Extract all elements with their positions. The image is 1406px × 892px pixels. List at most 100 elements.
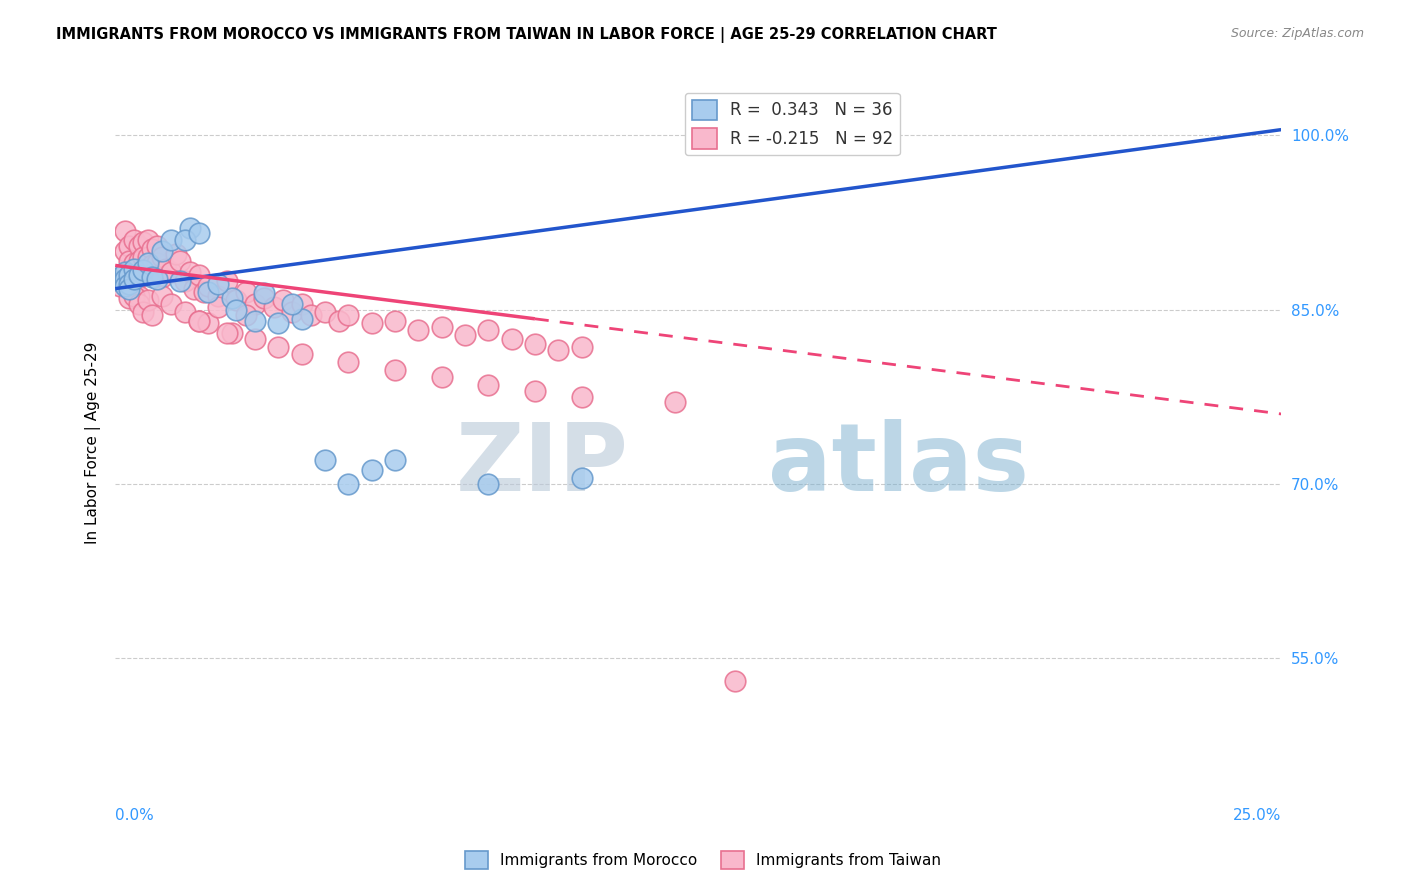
Point [291, 311, 314, 326]
Point [136, 233, 159, 247]
Point [477, 476, 499, 491]
Point [150, 270, 173, 285]
Point [128, 268, 150, 282]
Point [128, 288, 150, 302]
Point [132, 265, 155, 279]
Point [360, 317, 382, 331]
Point [281, 296, 304, 310]
Point [221, 326, 243, 340]
Point [299, 308, 322, 322]
Point [160, 265, 183, 279]
Point [291, 296, 314, 310]
Point [136, 250, 159, 264]
Point [263, 300, 285, 314]
Point [193, 285, 215, 299]
Point [188, 314, 211, 328]
Point [271, 293, 294, 308]
Point [225, 293, 247, 308]
Point [141, 242, 163, 256]
Point [243, 332, 266, 346]
Point [253, 286, 276, 301]
Point [150, 288, 173, 302]
Point [122, 233, 145, 247]
Point [128, 296, 150, 310]
Point [122, 277, 145, 291]
Point [136, 256, 159, 270]
Point [384, 453, 406, 467]
Point [664, 395, 686, 409]
Point [114, 268, 136, 282]
Point [128, 270, 150, 285]
Point [165, 247, 187, 261]
Point [217, 326, 239, 340]
Point [571, 390, 593, 404]
Point [146, 256, 169, 270]
Point [384, 363, 406, 377]
Point [207, 288, 229, 302]
Point [132, 263, 155, 277]
Point [118, 253, 141, 268]
Point [188, 314, 211, 328]
Point [328, 314, 350, 328]
Point [384, 314, 406, 328]
Point [314, 305, 336, 319]
Point [141, 270, 163, 285]
Point [160, 233, 183, 247]
Point [114, 272, 136, 286]
Y-axis label: In Labor Force | Age 25-29: In Labor Force | Age 25-29 [86, 342, 101, 544]
Point [724, 673, 747, 688]
Legend: R =  0.343   N = 36, R = -0.215   N = 92: R = 0.343 N = 36, R = -0.215 N = 92 [685, 93, 900, 155]
Point [108, 273, 131, 287]
Point [108, 273, 131, 287]
Point [118, 282, 141, 296]
Point [118, 238, 141, 252]
Point [225, 302, 247, 317]
Point [132, 235, 155, 250]
Point [571, 471, 593, 485]
Text: Source: ZipAtlas.com: Source: ZipAtlas.com [1230, 27, 1364, 40]
Point [188, 268, 211, 282]
Point [132, 250, 155, 264]
Text: atlas: atlas [768, 419, 1029, 511]
Point [501, 332, 523, 346]
Point [146, 272, 169, 286]
Point [174, 273, 197, 287]
Point [360, 463, 382, 477]
Point [128, 253, 150, 268]
Point [207, 300, 229, 314]
Point [114, 224, 136, 238]
Point [183, 282, 205, 296]
Point [132, 305, 155, 319]
Point [118, 279, 141, 293]
Point [337, 476, 360, 491]
Point [108, 270, 131, 285]
Point [141, 308, 163, 322]
Point [477, 323, 499, 337]
Point [114, 265, 136, 279]
Point [430, 320, 453, 334]
Point [523, 337, 546, 351]
Point [571, 340, 593, 354]
Text: 0.0%: 0.0% [115, 808, 153, 823]
Point [253, 291, 276, 305]
Point [136, 293, 159, 308]
Point [169, 273, 191, 287]
Point [221, 291, 243, 305]
Text: ZIP: ZIP [456, 419, 628, 511]
Point [197, 317, 219, 331]
Point [155, 261, 177, 276]
Point [174, 233, 197, 247]
Point [243, 314, 266, 328]
Point [188, 226, 211, 240]
Point [267, 340, 290, 354]
Point [243, 296, 266, 310]
Text: 25.0%: 25.0% [1233, 808, 1281, 823]
Point [114, 279, 136, 293]
Point [122, 272, 145, 286]
Point [291, 346, 314, 360]
Point [174, 305, 197, 319]
Point [150, 244, 173, 259]
Point [150, 250, 173, 264]
Point [122, 256, 145, 270]
Point [179, 221, 201, 235]
